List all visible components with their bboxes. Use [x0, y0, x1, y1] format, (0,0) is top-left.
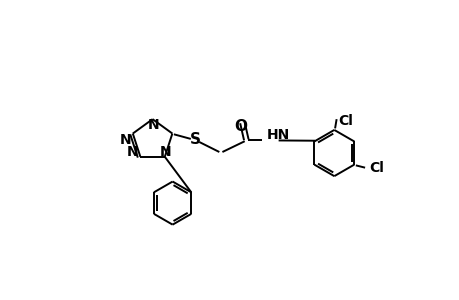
Text: O: O	[234, 119, 247, 134]
Text: N: N	[127, 145, 139, 159]
Text: S: S	[190, 132, 201, 147]
Text: N: N	[159, 145, 171, 159]
Text: Cl: Cl	[337, 114, 352, 128]
Text: N: N	[119, 133, 131, 147]
Text: HN: HN	[266, 128, 289, 142]
Text: N: N	[147, 118, 159, 132]
Text: Cl: Cl	[368, 161, 383, 176]
